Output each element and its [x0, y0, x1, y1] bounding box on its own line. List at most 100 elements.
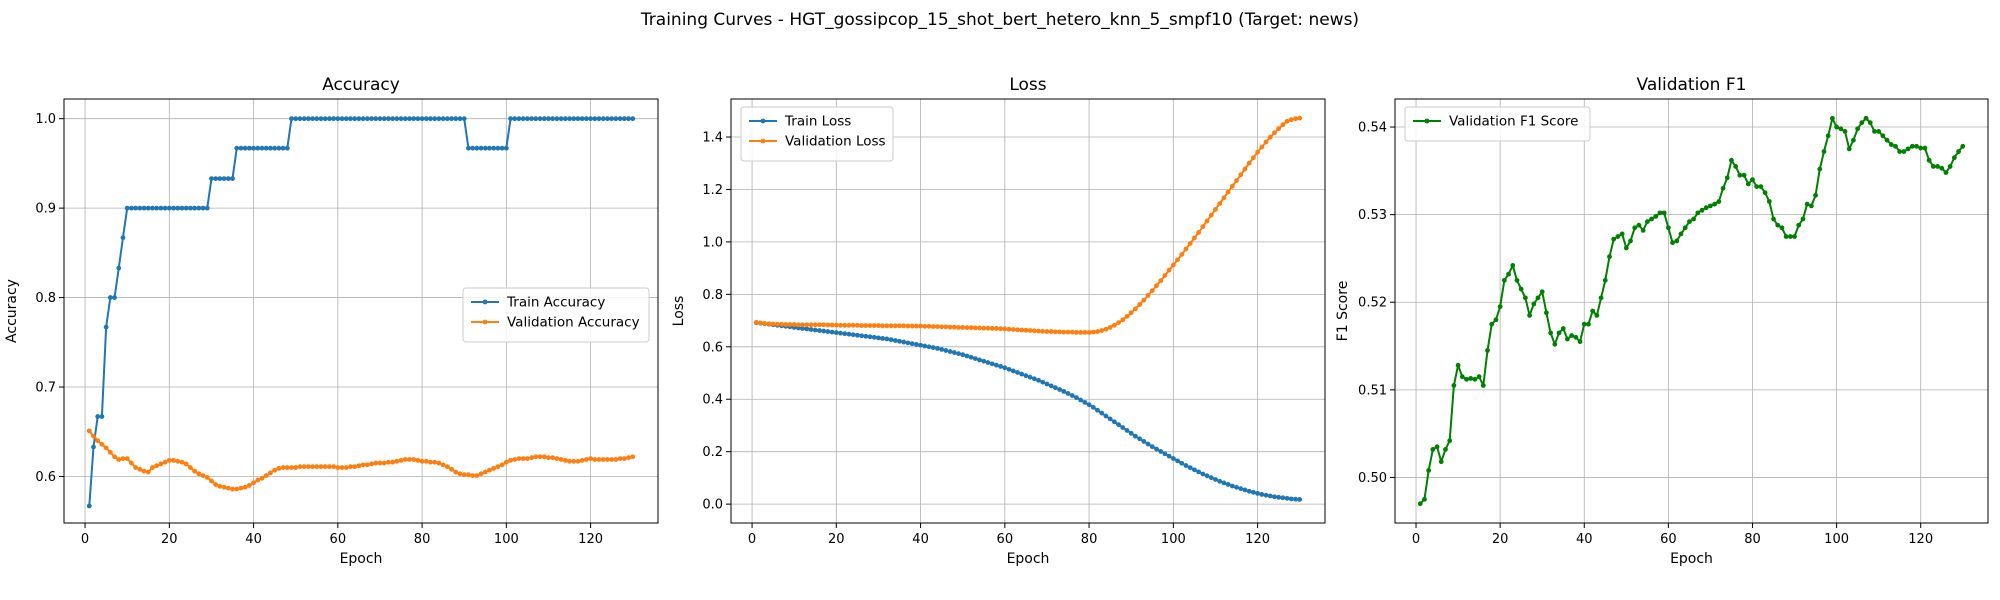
data-point: [1897, 149, 1903, 154]
data-point: [1145, 441, 1151, 447]
data-point: [613, 116, 619, 122]
data-point: [1074, 395, 1079, 401]
data-point: [1775, 222, 1781, 228]
data-point: [1586, 321, 1591, 327]
data-point: [348, 464, 353, 470]
data-point: [800, 322, 806, 328]
data-point: [225, 176, 231, 182]
x-tick-label: 20: [161, 532, 178, 547]
data-point: [314, 464, 320, 470]
data-point: [385, 459, 391, 465]
data-point: [1036, 377, 1041, 383]
data-point: [145, 469, 151, 475]
data-point: [1821, 149, 1827, 154]
data-point: [1640, 228, 1646, 233]
data-point: [1015, 370, 1020, 375]
data-point: [419, 116, 425, 122]
data-point: [1246, 160, 1252, 166]
data-point: [356, 116, 362, 122]
data-point: [821, 322, 827, 328]
data-point: [183, 461, 189, 467]
data-point: [592, 457, 598, 462]
data-point: [567, 116, 572, 122]
data-point: [1044, 329, 1050, 334]
data-point: [1090, 329, 1096, 335]
data-point: [1276, 126, 1282, 132]
data-point: [1036, 328, 1041, 334]
data-point: [1443, 447, 1448, 452]
data-point: [411, 116, 417, 122]
data-point: [284, 465, 290, 470]
data-point: [1069, 393, 1075, 398]
data-point: [1175, 257, 1180, 263]
data-point: [791, 322, 797, 327]
data-point: [1817, 166, 1823, 172]
data-point: [1863, 115, 1869, 121]
data-point: [356, 463, 362, 469]
data-point: [1644, 219, 1650, 225]
axes-frame: [1394, 98, 1989, 524]
series-line: [756, 321, 1300, 501]
data-point: [175, 205, 181, 211]
data-point: [753, 320, 759, 325]
data-point: [1259, 492, 1265, 497]
data-point: [1124, 313, 1130, 319]
data-point: [1061, 329, 1067, 335]
data-point: [187, 465, 193, 470]
data-point: [1918, 145, 1924, 151]
data-point: [466, 472, 471, 478]
data-point: [935, 345, 940, 351]
data-point: [1535, 295, 1541, 301]
data-point: [339, 465, 345, 470]
legend-swatch-marker: [760, 138, 766, 144]
data-point: [107, 295, 113, 300]
data-point: [1052, 329, 1058, 335]
data-point: [1116, 422, 1121, 428]
data-point: [137, 205, 143, 211]
data-point: [158, 205, 164, 211]
data-point: [327, 116, 332, 122]
data-point: [588, 456, 593, 461]
data-point: [854, 322, 860, 328]
data-point: [407, 116, 412, 122]
data-point: [1493, 317, 1499, 323]
data-point: [1052, 385, 1058, 391]
data-point: [1960, 143, 1966, 149]
data-point: [120, 235, 126, 241]
data-point: [432, 116, 438, 122]
data-point: [800, 326, 806, 331]
data-point: [1057, 387, 1062, 392]
data-point: [1120, 317, 1126, 323]
data-point: [1149, 444, 1155, 450]
data-point: [297, 116, 303, 122]
data-point: [364, 462, 370, 468]
data-point: [575, 116, 581, 122]
data-point: [204, 474, 210, 480]
data-point: [343, 465, 349, 470]
data-point: [449, 116, 454, 122]
data-point: [905, 340, 911, 346]
data-point: [541, 454, 547, 460]
data-point: [525, 116, 530, 122]
data-point: [1556, 330, 1562, 336]
data-point: [956, 351, 961, 357]
data-point: [770, 321, 776, 327]
y-tick-label: 0.54: [1358, 121, 1387, 136]
data-point: [1623, 245, 1629, 251]
data-point: [86, 428, 92, 434]
data-point: [968, 325, 974, 331]
data-point: [525, 456, 530, 461]
data-point: [461, 472, 467, 478]
grid: [1395, 99, 1988, 523]
data-point: [213, 482, 219, 487]
data-point: [1116, 320, 1121, 326]
data-point: [1771, 216, 1776, 222]
data-point: [1263, 492, 1269, 498]
data-point: [1095, 329, 1100, 334]
y-tick-label: 0.51: [1358, 383, 1387, 398]
data-point: [977, 325, 982, 331]
data-point: [259, 475, 265, 481]
data-point: [901, 339, 907, 345]
data-point: [1766, 199, 1772, 204]
data-point: [892, 338, 898, 343]
